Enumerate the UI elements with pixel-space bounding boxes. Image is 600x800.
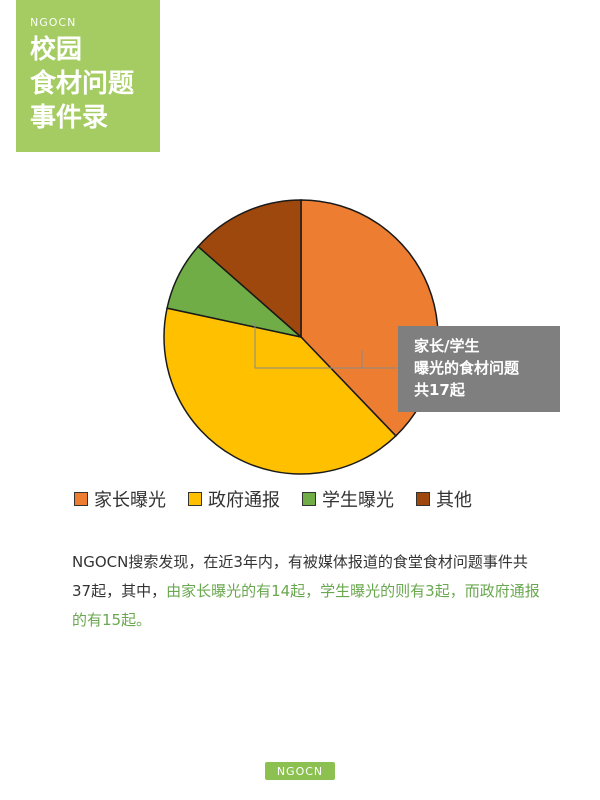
brand-label: NGOCN <box>30 16 77 29</box>
title-line-3: 事件录 <box>30 103 109 133</box>
legend-label-government: 政府通报 <box>208 490 280 511</box>
legend-swatch-government <box>188 492 202 506</box>
legend-item-other: 其他 <box>416 486 472 512</box>
slice-government <box>163 307 397 475</box>
annotation-line-2: 曝光的食材问题 <box>414 359 520 377</box>
legend-swatch-students <box>302 492 316 506</box>
annotation-line-1: 家长/学生 <box>414 337 480 355</box>
description-highlight: 由家长曝光的有14起，学生曝光的则有3起，而政府通报的有15起。 <box>72 582 540 629</box>
title-line-1: 校园 <box>30 35 83 65</box>
title-block: NGOCN 校园 食材问题 事件录 <box>16 0 160 152</box>
legend-item-students: 学生曝光 <box>302 486 394 512</box>
chart-annotation: 家长/学生 曝光的食材问题 共17起 <box>398 326 560 412</box>
slice-other <box>197 199 302 339</box>
title-line-2: 食材问题 <box>30 69 135 99</box>
leader-line-students <box>254 322 398 369</box>
legend-swatch-other <box>416 492 430 506</box>
chart-legend: 家长曝光 政府通报 学生曝光 其他 <box>74 484 554 514</box>
annotation-line-3: 共17起 <box>414 381 465 399</box>
legend-label-other: 其他 <box>436 490 472 511</box>
footer-logo: NGOCN <box>265 762 335 780</box>
legend-swatch-parents <box>74 492 88 506</box>
legend-item-parents: 家长曝光 <box>74 486 166 512</box>
legend-label-parents: 家长曝光 <box>94 490 166 511</box>
description-text: NGOCN搜索发现，在近3年内，有被媒体报道的食堂食材问题事件共37起，其中，由… <box>72 548 542 635</box>
description-part-1: NGOCN搜索发现，在近3年内，有被媒体报道的食堂食材问题事件共37起，其中， <box>72 553 528 600</box>
legend-label-students: 学生曝光 <box>322 490 394 511</box>
legend-item-government: 政府通报 <box>188 486 280 512</box>
